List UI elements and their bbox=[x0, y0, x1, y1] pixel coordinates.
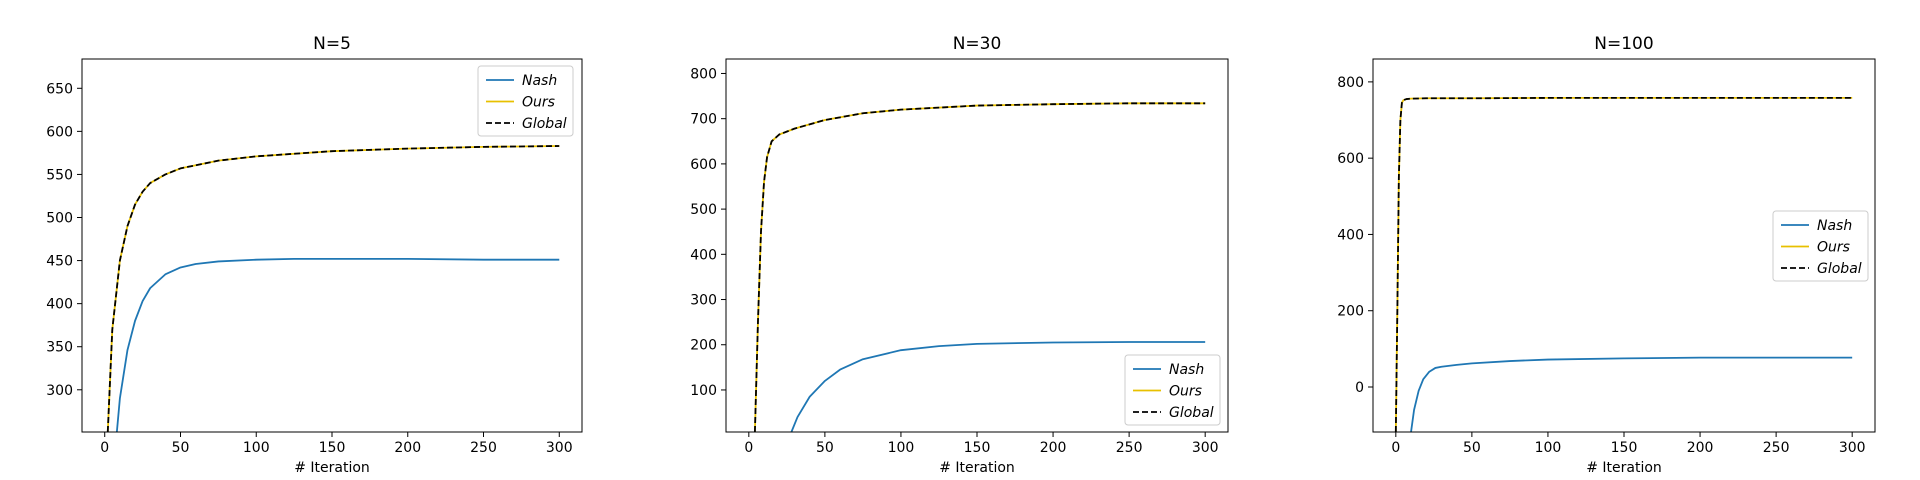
y-tick-label: 500 bbox=[46, 211, 73, 227]
x-tick-label: 250 bbox=[470, 440, 497, 456]
x-tick-label: 250 bbox=[1116, 440, 1143, 456]
legend-label-nash: Nash bbox=[1817, 218, 1852, 234]
chart-title: N=100 bbox=[1594, 34, 1653, 54]
y-tick-label: 550 bbox=[46, 167, 73, 183]
chart-title: N=5 bbox=[313, 34, 351, 54]
series-line-global bbox=[106, 145, 560, 432]
legend-box bbox=[1772, 210, 1869, 282]
legend-label-ours: Ours bbox=[1817, 240, 1850, 256]
y-tick-label: 400 bbox=[46, 297, 73, 313]
y-tick-label: 300 bbox=[690, 293, 717, 309]
x-tick-label: 200 bbox=[394, 440, 421, 456]
x-axis-label: # Iteration bbox=[1586, 460, 1662, 476]
y-tick-label: 200 bbox=[1337, 304, 1364, 320]
y-tick-label: 0 bbox=[1355, 380, 1364, 396]
panel-n30: N=30 0 50 100 150 200 250 300 100 200 300 400 500 600… bbox=[690, 34, 1229, 476]
y-tick-label: 200 bbox=[690, 338, 717, 354]
legend-label-global: Global bbox=[1817, 261, 1862, 277]
y-tick-label: 800 bbox=[1337, 75, 1364, 91]
panel-n100: N=100 0 50 100 150 200 250 300 0 200 400 600 800 # It… bbox=[1337, 34, 1876, 476]
series-line-ours bbox=[106, 145, 560, 432]
x-tick-label: 150 bbox=[1611, 440, 1638, 456]
chart-title: N=30 bbox=[953, 34, 1002, 54]
legend-box bbox=[1124, 354, 1221, 426]
y-tick-label: 650 bbox=[46, 81, 73, 97]
legend-label-ours: Ours bbox=[1169, 384, 1202, 400]
x-tick-label: 50 bbox=[1463, 440, 1481, 456]
y-tick-label: 350 bbox=[46, 340, 73, 356]
y-tick-label: 450 bbox=[46, 254, 73, 270]
x-tick-label: 300 bbox=[1192, 440, 1219, 456]
y-tick-label: 600 bbox=[46, 124, 73, 140]
y-tick-label: 500 bbox=[690, 202, 717, 218]
y-tick-label: 100 bbox=[690, 383, 717, 399]
y-tick-label: 700 bbox=[690, 112, 717, 128]
x-tick-label: 300 bbox=[1839, 440, 1866, 456]
legend-label-global: Global bbox=[1169, 405, 1214, 421]
y-tick-label: 800 bbox=[690, 66, 717, 82]
y-tick-label: 300 bbox=[46, 383, 73, 399]
y-tick-label: 600 bbox=[1337, 151, 1364, 167]
series-line-global bbox=[1394, 97, 1853, 432]
x-tick-label: 250 bbox=[1763, 440, 1790, 456]
x-tick-label: 150 bbox=[964, 440, 991, 456]
legend-label-ours: Ours bbox=[522, 95, 555, 111]
x-tick-label: 100 bbox=[888, 440, 915, 456]
x-axis-label: # Iteration bbox=[939, 460, 1015, 476]
legend: Nash Ours Global bbox=[477, 65, 574, 137]
x-tick-label: 150 bbox=[319, 440, 346, 456]
x-tick-label: 200 bbox=[1687, 440, 1714, 456]
x-tick-label: 100 bbox=[243, 440, 270, 456]
x-tick-label: 100 bbox=[1535, 440, 1562, 456]
legend-box bbox=[477, 65, 574, 137]
series-line-nash bbox=[1410, 356, 1853, 432]
x-tick-label: 300 bbox=[546, 440, 573, 456]
panel-n5: N=5 0 50 100 150 200 250 300 300 350 400 450 500 550 6… bbox=[46, 34, 583, 476]
y-tick-label: 400 bbox=[690, 247, 717, 263]
series-line-nash bbox=[115, 257, 560, 432]
x-axis-label: # Iteration bbox=[294, 460, 370, 476]
x-tick-label: 200 bbox=[1040, 440, 1067, 456]
x-tick-label: 0 bbox=[744, 440, 753, 456]
series-line-global bbox=[754, 102, 1206, 432]
legend: Nash Ours Global bbox=[1772, 210, 1869, 282]
legend: Nash Ours Global bbox=[1124, 354, 1221, 426]
x-tick-label: 50 bbox=[816, 440, 834, 456]
legend-label-nash: Nash bbox=[522, 73, 557, 89]
x-tick-label: 0 bbox=[1391, 440, 1400, 456]
legend-label-nash: Nash bbox=[1169, 362, 1204, 378]
series-line-nash bbox=[790, 341, 1206, 432]
legend-label-global: Global bbox=[522, 116, 567, 132]
y-tick-label: 400 bbox=[1337, 227, 1364, 243]
x-tick-label: 50 bbox=[172, 440, 190, 456]
x-tick-label: 0 bbox=[100, 440, 109, 456]
y-tick-label: 600 bbox=[690, 157, 717, 173]
